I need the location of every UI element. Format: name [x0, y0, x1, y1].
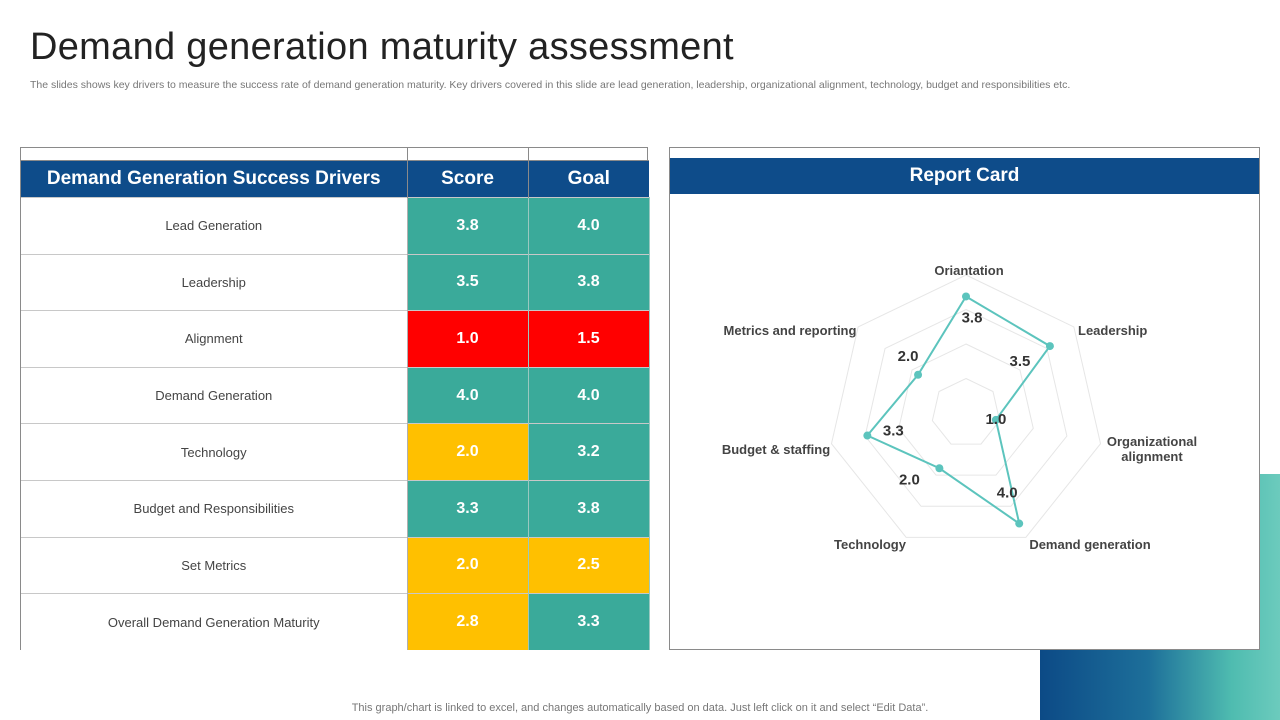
score-value: 1.0 [407, 310, 529, 368]
goal-value: 3.8 [528, 479, 650, 538]
table-header-row: Demand Generation Success Drivers Score … [21, 160, 649, 198]
goal-value: 3.8 [528, 253, 650, 311]
column-header-drivers: Demand Generation Success Drivers [21, 160, 408, 198]
radar-axis-label: Leadership [1078, 323, 1147, 338]
driver-name: Budget and Responsibilities [21, 479, 408, 538]
goal-value: 1.5 [528, 310, 650, 368]
radar-point [991, 415, 1000, 424]
radar-axis-label: Budget & staffing [722, 442, 830, 457]
column-header-score: Score [407, 160, 529, 198]
radar-grid-ring [830, 274, 1102, 538]
table-row: Leadership 3.5 3.8 [21, 253, 650, 311]
radar-point [863, 431, 872, 440]
radar-axis-label: Oriantation [934, 263, 1003, 278]
radar-chart: 3.8 3.5 1.0 4.0 2.0 3.3 2.0 Oriantation Leadersh… [722, 263, 1197, 552]
column-header-goal: Goal [528, 160, 649, 198]
goal-value: 3.3 [528, 593, 650, 651]
driver-name: Overall Demand Generation Maturity [21, 593, 408, 651]
radar-value-label: 2.0 [898, 348, 919, 365]
report-card-title: Report Card [670, 158, 1259, 194]
driver-name: Set Metrics [21, 536, 408, 594]
radar-point [914, 370, 923, 379]
score-value: 2.0 [407, 423, 529, 481]
driver-name: Demand Generation [21, 366, 408, 424]
radar-series-line [865, 295, 1052, 526]
goal-value: 3.2 [528, 423, 650, 481]
score-value: 3.5 [407, 253, 529, 311]
table-top-strip [21, 148, 647, 160]
driver-name: Technology [21, 423, 408, 481]
radar-value-label: 3.5 [1009, 353, 1030, 370]
radar-axis-label: Organizational alignment [1107, 434, 1197, 464]
page-title: Demand generation maturity assessment [30, 26, 734, 68]
table-row: Alignment 1.0 1.5 [21, 310, 650, 368]
table-row: Technology 2.0 3.2 [21, 423, 650, 481]
score-value: 2.0 [407, 536, 529, 594]
drivers-table-panel: Demand Generation Success Drivers Score … [20, 147, 650, 651]
radar-grid-ring [864, 308, 1068, 507]
radar-point [962, 292, 970, 301]
radar-grid-ring [931, 377, 1001, 445]
radar-point [935, 464, 944, 473]
driver-name: Alignment [21, 310, 408, 368]
page-subtitle: The slides shows key drivers to measure … [30, 79, 1071, 91]
goal-value: 2.5 [528, 536, 650, 594]
radar-axis-label: Technology [834, 537, 907, 552]
radar-value-label: 1.0 [985, 411, 1006, 428]
table-row: Set Metrics 2.0 2.5 [21, 536, 650, 594]
footer-note: This graph/chart is linked to excel, and… [351, 702, 929, 714]
radar-point [1015, 519, 1024, 528]
radar-point [1045, 342, 1054, 351]
report-card-panel: Report Card 3.8 3.5 1.0 4.0 2.0 3.3 2.0 Orianta… [669, 147, 1260, 650]
goal-value: 4.0 [528, 197, 650, 255]
radar-axis-label: Metrics and reporting [724, 323, 857, 338]
radar-value-label: 2.0 [899, 471, 920, 488]
goal-value: 4.0 [528, 366, 650, 424]
radar-axis-label: Demand generation [1029, 537, 1150, 552]
score-value: 3.3 [407, 479, 529, 538]
score-value: 4.0 [407, 366, 529, 424]
drivers-table: Demand Generation Success Drivers Score … [21, 160, 650, 651]
radar-value-label: 3.3 [883, 423, 904, 440]
table-row: Demand Generation 4.0 4.0 [21, 366, 650, 424]
driver-name: Lead Generation [21, 197, 408, 255]
table-row: Budget and Responsibilities 3.3 3.8 [21, 479, 650, 538]
table-row: Overall Demand Generation Maturity 2.8 3.3 [21, 593, 650, 651]
radar-grid-ring [898, 343, 1034, 476]
table-row: Lead Generation 3.8 4.0 [21, 197, 650, 255]
radar-value-label: 3.8 [962, 309, 983, 326]
score-value: 3.8 [407, 197, 529, 255]
radar-value-label: 4.0 [997, 485, 1018, 502]
score-value: 2.8 [407, 593, 529, 651]
driver-name: Leadership [21, 253, 408, 311]
